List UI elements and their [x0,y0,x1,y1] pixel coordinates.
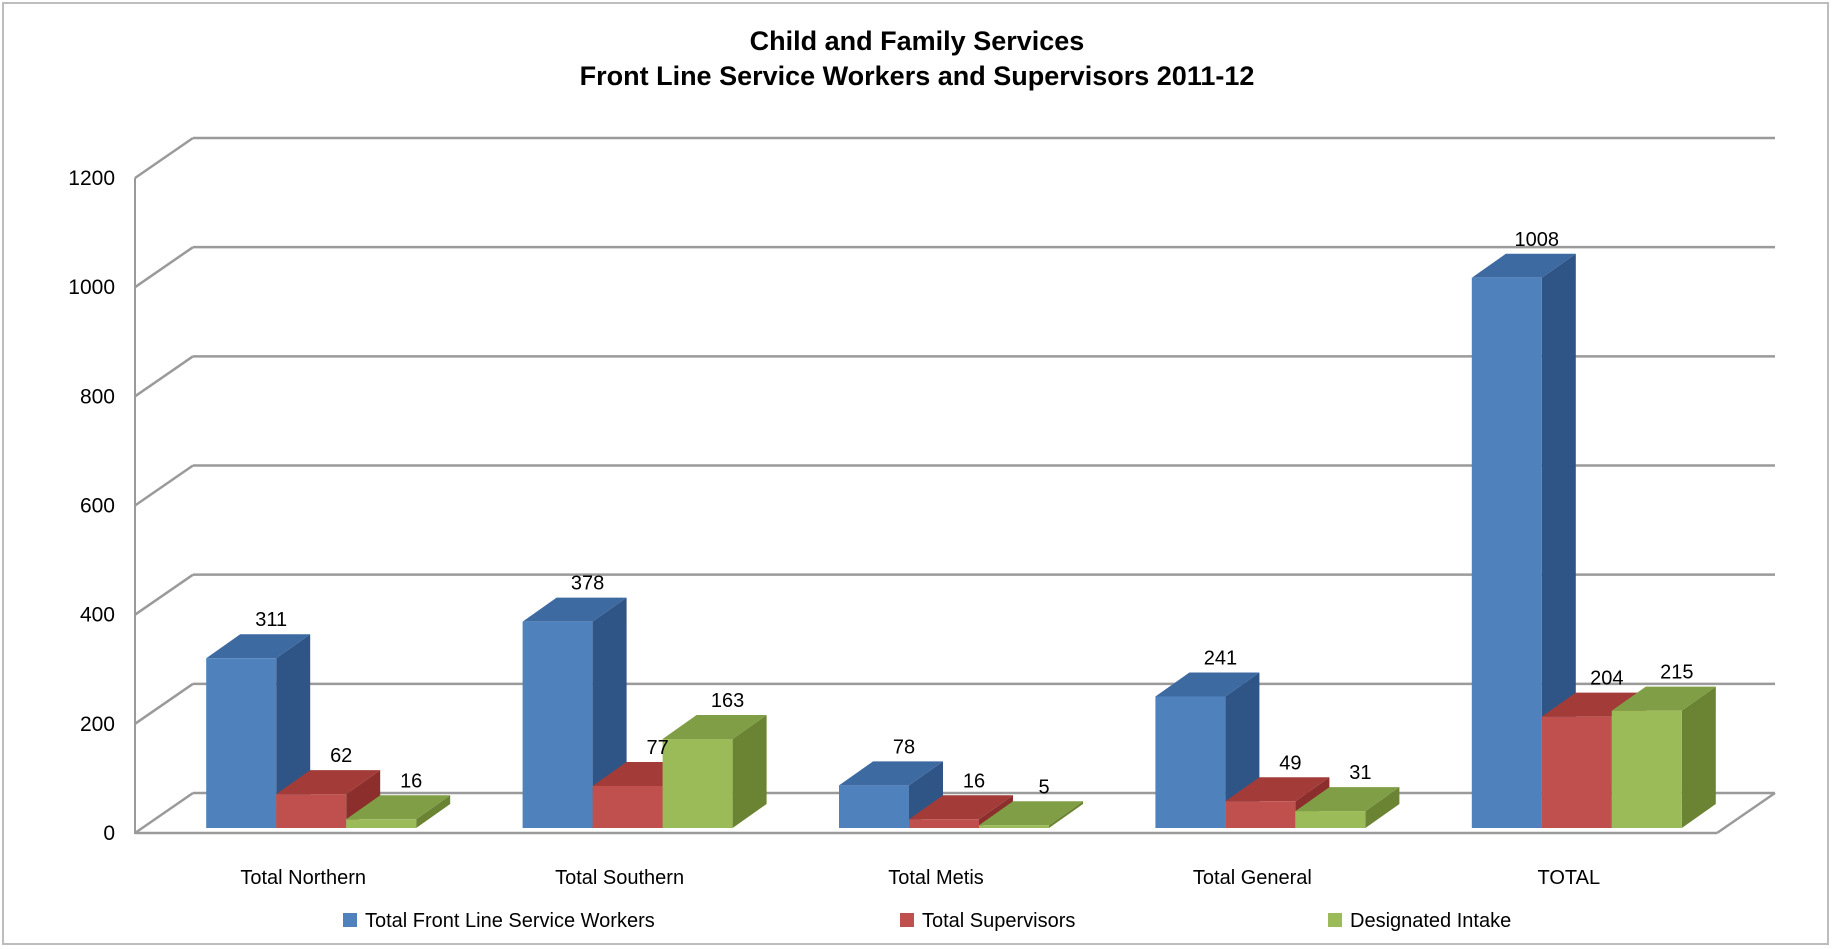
bar [1225,801,1296,828]
bar [1295,811,1366,828]
axes: 0 200 400 600 800 1000 1200 Total Northern Total… [68,167,1776,889]
bar [522,621,593,828]
gridline-depth [134,573,194,616]
bar-top [276,770,381,795]
bar-top [1611,686,1716,711]
chart-title: Child and Family Services [750,26,1085,56]
data-label: 204 [1590,668,1623,690]
data-label: 62 [330,745,352,767]
data-label: 16 [400,770,422,792]
bar [979,825,1049,828]
bar-top [909,795,1013,820]
legend-swatch [1328,913,1342,927]
bar-top [522,597,627,622]
bar [909,819,979,828]
y-tick-label: 600 [80,495,115,518]
y-tick-label: 200 [80,713,115,736]
x-tick-label: Total Southern [555,867,684,889]
legend-swatch [900,913,914,927]
bar-top [206,634,311,659]
data-label: 5 [1038,776,1049,798]
gridline-depth [134,464,194,507]
y-tick-label: 1200 [68,167,115,190]
bar [839,785,909,828]
bar [592,785,663,828]
x-tick-label: Total General [1193,867,1312,889]
bar-top [839,761,943,786]
legend: Total Front Line Service Workers Total Su… [343,910,1511,932]
bar [206,658,277,828]
bar-side [1681,686,1716,828]
bar-top [346,795,451,820]
data-label: 311 [255,609,287,631]
bar-top [1225,777,1330,802]
y-tick-label: 1000 [68,276,115,299]
gridline-depth [134,136,194,180]
bar-side [1541,253,1576,829]
bar [1155,696,1226,828]
bar-side [909,761,943,828]
data-label: 49 [1279,752,1301,774]
bar [662,739,733,828]
x-tick-label: Total Metis [888,867,984,889]
bar-top [1155,672,1260,697]
bar-top [1471,253,1576,278]
x-tick-label: Total Northern [240,867,366,889]
gridline-depth [134,791,194,835]
data-label: 78 [893,736,915,758]
legend-label: Total Supervisors [922,910,1075,932]
gridline-depth [134,682,194,725]
x-tick-label: TOTAL [1537,867,1600,889]
legend-label: Total Front Line Service Workers [365,910,655,932]
data-label: 31 [1349,762,1371,784]
bar [1611,710,1682,828]
bar [276,794,347,828]
data-label: 163 [711,690,744,712]
bars [206,253,1716,829]
data-label: 16 [963,770,985,792]
y-tick-label: 800 [80,385,115,408]
chart-subtitle: Front Line Service Workers and Superviso… [580,61,1255,91]
data-label: 1008 [1515,229,1560,251]
data-label: 77 [646,737,668,759]
gridline-depth [134,355,194,398]
data-label: 378 [571,573,604,595]
gridline-depth [134,246,194,289]
y-tick-label: 400 [80,604,115,627]
bar-side [1049,801,1083,828]
bar [1541,716,1612,828]
data-label: 215 [1660,662,1693,684]
bar-top [662,715,767,740]
data-label: 241 [1204,647,1237,669]
bar-top [979,801,1083,826]
bar-side [1365,787,1400,828]
y-tick-label: 0 [103,822,115,845]
bar-side [416,795,451,828]
bar-side [732,715,767,828]
floor-right-edge [1716,791,1776,835]
legend-swatch [343,913,357,927]
bar [1471,277,1542,828]
bar [346,819,417,828]
bar-top [1295,787,1400,812]
legend-label: Designated Intake [1350,910,1511,932]
